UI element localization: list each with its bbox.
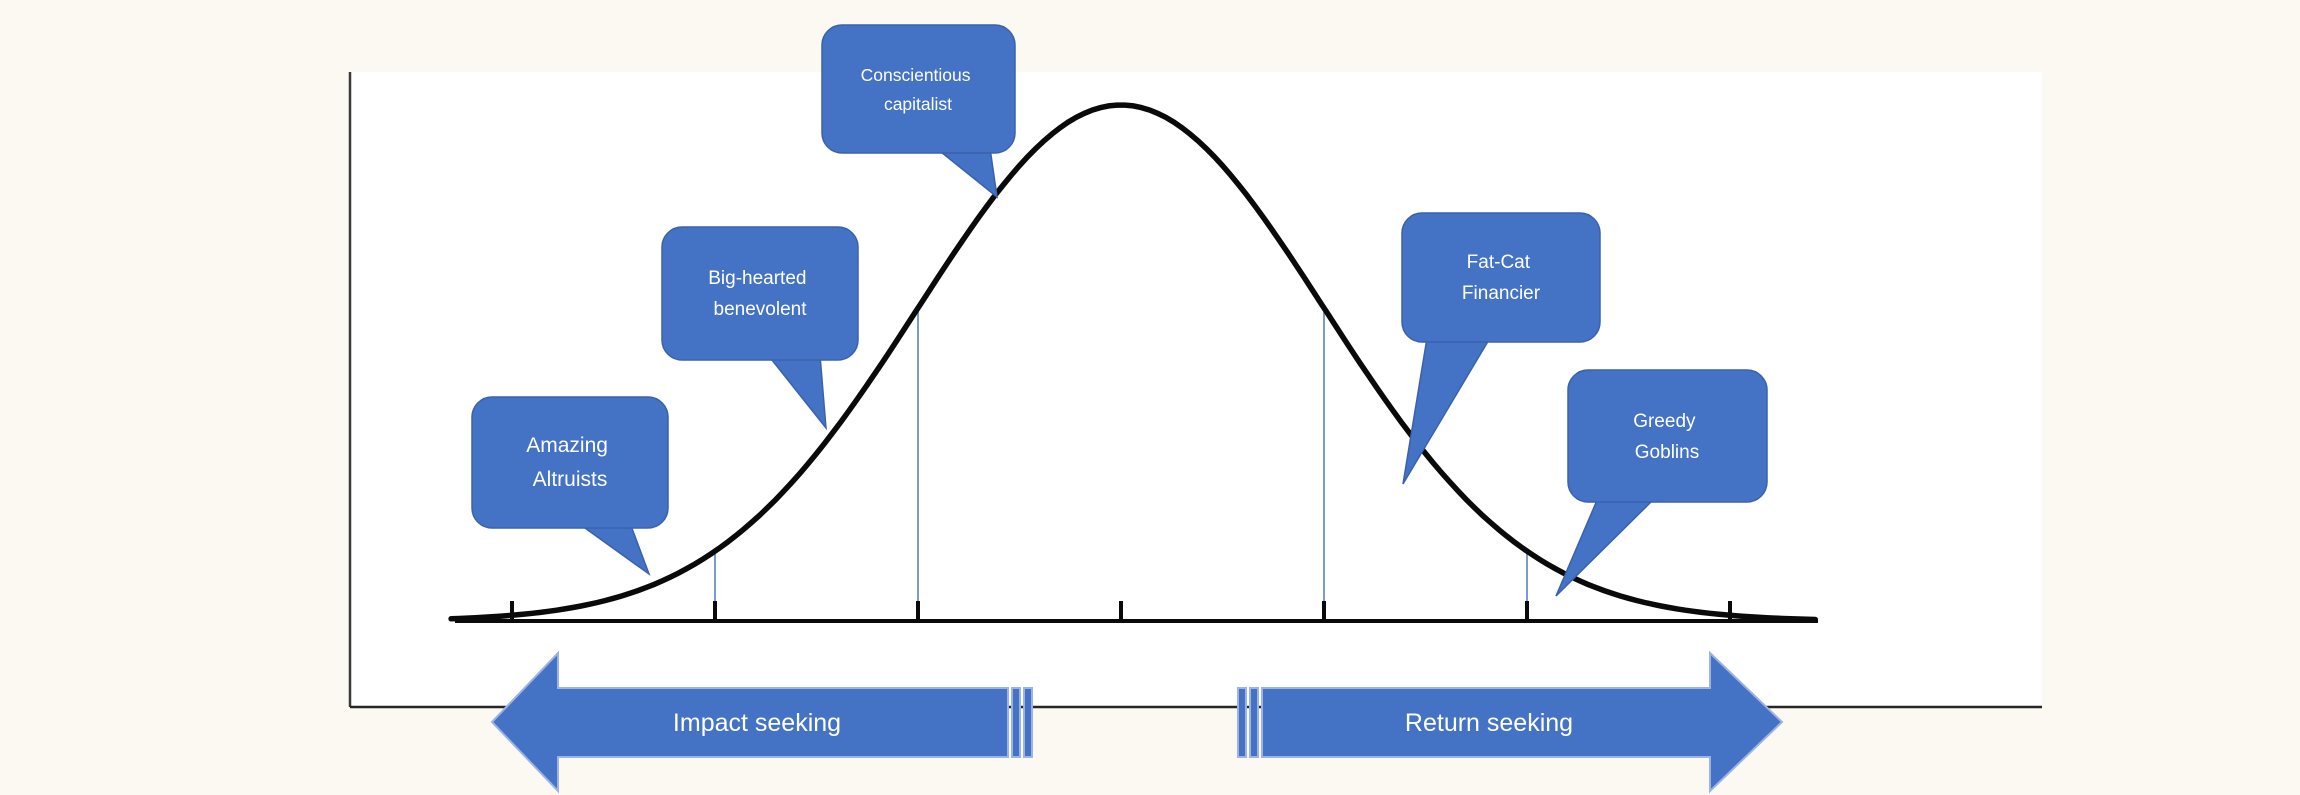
arrow-stripe	[1249, 687, 1259, 758]
callout-label: Amazing Altruists	[526, 434, 614, 491]
sd-reference-lines	[714, 308, 1528, 620]
arrow-label: Return seeking	[1405, 709, 1573, 737]
callout-label: Conscientious capitalist	[861, 65, 976, 114]
arrow-body	[1261, 650, 1784, 794]
impact-seeking-arrow: Impact seeking	[490, 650, 1033, 794]
callout-body	[821, 24, 1016, 154]
callout-big-hearted-benevolent: Big-hearted benevolent	[661, 226, 859, 431]
arrow-stripe	[1011, 687, 1021, 758]
callout-body	[1567, 369, 1768, 503]
callout-amazing-altruists: Amazing Altruists	[471, 396, 669, 577]
plot-background	[350, 72, 2042, 707]
callout-greedy-goblins: Greedy Goblins	[1555, 369, 1768, 597]
callout-label: Fat-Cat Financier	[1462, 252, 1541, 304]
arrow-label: Impact seeking	[673, 709, 841, 737]
callout-body	[1401, 212, 1601, 343]
callout-fat-cat-financier: Fat-Cat Financier	[1401, 212, 1601, 485]
callout-body	[471, 396, 669, 529]
arrow-stripe	[1023, 687, 1033, 758]
arrow-stripe	[1237, 687, 1247, 758]
callout-conscientious-capitalist: Conscientious capitalist	[821, 24, 1016, 199]
callout-label: Big-hearted benevolent	[708, 268, 812, 320]
callout-body	[661, 226, 859, 361]
bell-curve	[448, 102, 1819, 623]
axis-ticks	[510, 601, 1732, 622]
arrow-body	[490, 650, 1009, 794]
callout-label: Greedy Goblins	[1633, 411, 1701, 463]
return-seeking-arrow: Return seeking	[1237, 650, 1784, 794]
